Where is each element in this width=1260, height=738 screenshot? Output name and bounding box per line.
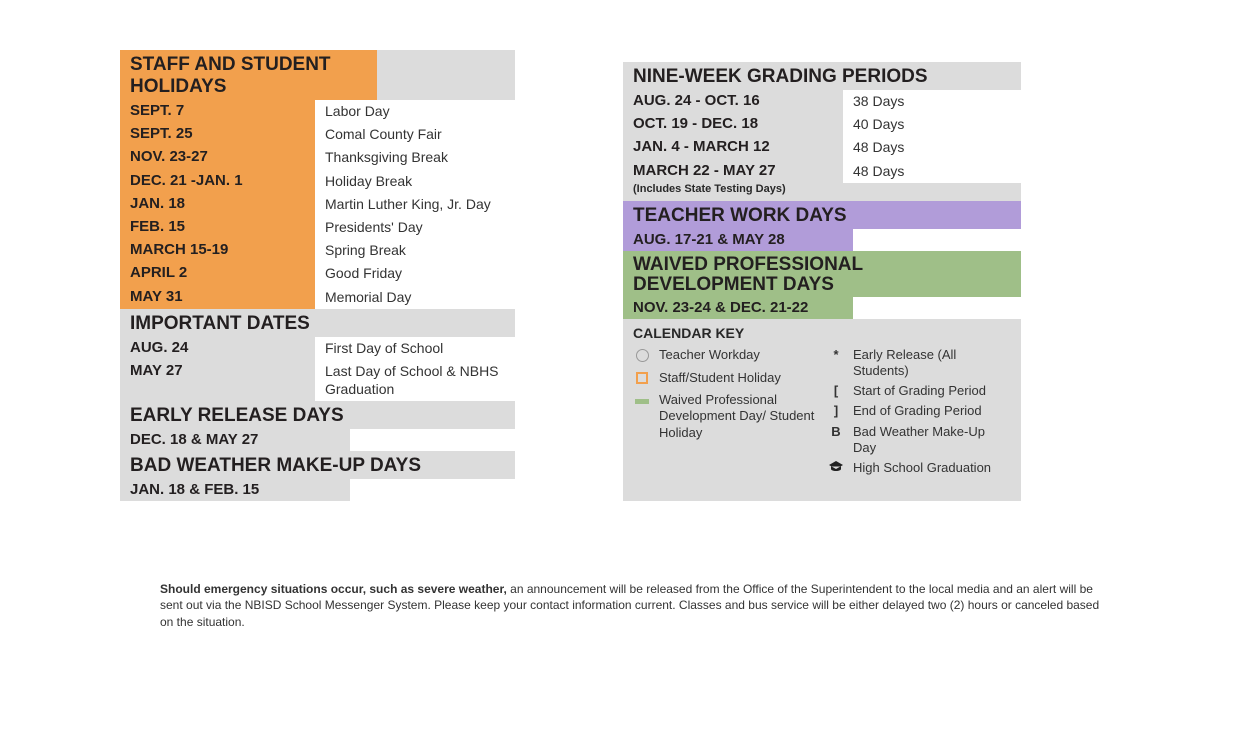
asterisk-icon: * bbox=[827, 347, 845, 363]
holidays-header: STAFF AND STUDENT HOLIDAYS bbox=[120, 50, 377, 100]
teacher-work-list: AUG. 17-21 & MAY 28 bbox=[623, 229, 1021, 251]
key-label: Bad Weather Make-Up Day bbox=[853, 424, 1011, 457]
graduation-cap-icon bbox=[827, 460, 845, 476]
calendar-key-title: CALENDAR KEY bbox=[623, 319, 1021, 343]
key-label: Staff/Student Holiday bbox=[659, 370, 781, 386]
table-row: APRIL 2Good Friday bbox=[120, 262, 515, 285]
key-item: Staff/Student Holiday bbox=[633, 368, 817, 390]
key-col-left: Teacher Workday Staff/Student Holiday Wa… bbox=[633, 345, 817, 479]
letter-b-icon: B bbox=[827, 424, 845, 440]
table-row: DEC. 21 -JAN. 1Holiday Break bbox=[120, 170, 515, 193]
table-row: AUG. 17-21 & MAY 28 bbox=[623, 229, 1021, 251]
important-header: IMPORTANT DATES bbox=[120, 309, 515, 337]
key-item: * Early Release (All Students) bbox=[827, 345, 1011, 382]
early-release-list: DEC. 18 & MAY 27 bbox=[120, 429, 515, 451]
footer-bold: Should emergency situations occur, such … bbox=[160, 582, 507, 596]
circle-icon bbox=[633, 347, 651, 366]
calendar-key: Teacher Workday Staff/Student Holiday Wa… bbox=[623, 343, 1021, 491]
key-item: Teacher Workday bbox=[633, 345, 817, 368]
key-item: High School Graduation bbox=[827, 458, 1011, 478]
table-row: NOV. 23-24 & DEC. 21-22 bbox=[623, 297, 1021, 319]
table-row: MAY 27Last Day of School & NBHS Graduati… bbox=[120, 360, 515, 401]
square-icon bbox=[633, 370, 651, 388]
left-panel: STAFF AND STUDENT HOLIDAYS SEPT. 7Labor … bbox=[120, 50, 515, 501]
key-item: [ Start of Grading Period bbox=[827, 381, 1011, 401]
table-row: AUG. 24First Day of School bbox=[120, 337, 515, 360]
key-label: Early Release (All Students) bbox=[853, 347, 1011, 380]
key-col-right: * Early Release (All Students) [ Start of … bbox=[827, 345, 1011, 479]
calendar-columns: STAFF AND STUDENT HOLIDAYS SEPT. 7Labor … bbox=[120, 50, 1140, 501]
waived-pd-header: WAIVED PROFESSIONAL DEVELOPMENT DAYS bbox=[623, 251, 1021, 297]
table-row: MARCH 15-19Spring Break bbox=[120, 239, 515, 262]
grading-note: (Includes State Testing Days) bbox=[623, 183, 1021, 201]
key-item: Waived Professional Development Day/ Stu… bbox=[633, 390, 817, 443]
table-row: JAN. 18 & FEB. 15 bbox=[120, 479, 515, 501]
table-row: JAN. 18Martin Luther King, Jr. Day bbox=[120, 193, 515, 216]
key-label: End of Grading Period bbox=[853, 403, 982, 419]
table-row: NOV. 23-27Thanksgiving Break bbox=[120, 146, 515, 169]
key-item: B Bad Weather Make-Up Day bbox=[827, 422, 1011, 459]
right-panel: NINE-WEEK GRADING PERIODS AUG. 24 - OCT.… bbox=[623, 62, 1021, 501]
teacher-work-header: TEACHER WORK DAYS bbox=[623, 201, 1021, 229]
table-row: SEPT. 7Labor Day bbox=[120, 100, 515, 123]
table-row: DEC. 18 & MAY 27 bbox=[120, 429, 515, 451]
key-label: Waived Professional Development Day/ Stu… bbox=[659, 392, 817, 441]
bar-icon bbox=[633, 392, 651, 408]
table-row: MAY 31Memorial Day bbox=[120, 286, 515, 309]
bad-weather-list: JAN. 18 & FEB. 15 bbox=[120, 479, 515, 501]
holidays-list: SEPT. 7Labor Day SEPT. 25Comal County Fa… bbox=[120, 100, 515, 309]
early-release-header: EARLY RELEASE DAYS bbox=[120, 401, 515, 429]
table-row: MARCH 22 - MAY 2748 Days bbox=[623, 160, 1021, 183]
table-row: OCT. 19 - DEC. 1840 Days bbox=[623, 113, 1021, 136]
key-label: Start of Grading Period bbox=[853, 383, 986, 399]
table-row: JAN. 4 - MARCH 1248 Days bbox=[623, 136, 1021, 159]
key-item: ] End of Grading Period bbox=[827, 401, 1011, 421]
waived-pd-list: NOV. 23-24 & DEC. 21-22 bbox=[623, 297, 1021, 319]
table-row: SEPT. 25Comal County Fair bbox=[120, 123, 515, 146]
key-label: Teacher Workday bbox=[659, 347, 760, 363]
key-label: High School Graduation bbox=[853, 460, 991, 476]
table-row: FEB. 15Presidents' Day bbox=[120, 216, 515, 239]
footer-notice: Should emergency situations occur, such … bbox=[140, 581, 1120, 630]
grading-list: AUG. 24 - OCT. 1638 Days OCT. 19 - DEC. … bbox=[623, 90, 1021, 183]
bracket-open-icon: [ bbox=[827, 383, 845, 399]
important-list: AUG. 24First Day of School MAY 27Last Da… bbox=[120, 337, 515, 402]
grading-header: NINE-WEEK GRADING PERIODS bbox=[623, 62, 1021, 90]
bad-weather-header: BAD WEATHER MAKE-UP DAYS bbox=[120, 451, 515, 479]
table-row: AUG. 24 - OCT. 1638 Days bbox=[623, 90, 1021, 113]
bracket-close-icon: ] bbox=[827, 403, 845, 419]
